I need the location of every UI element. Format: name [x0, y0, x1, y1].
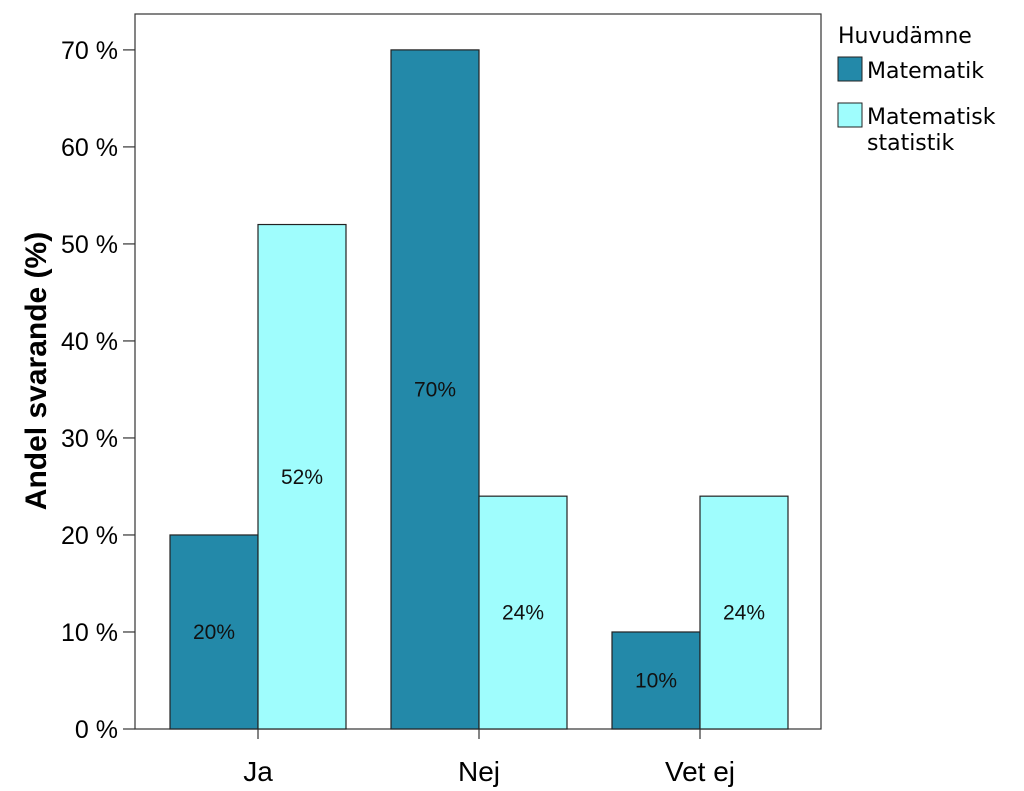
legend-label: Matematik: [867, 59, 984, 84]
bar-ja-matematik: [169, 534, 259, 730]
bars-group: [169, 49, 789, 730]
y-tick-label: 50 %: [61, 231, 118, 259]
bar-nej-matematik: [390, 49, 480, 730]
y-tick-label: 40 %: [61, 328, 118, 356]
y-tick-label: 60 %: [61, 134, 118, 162]
bar-data-label: 70%: [414, 378, 456, 401]
x-tick-label: Nej: [458, 756, 500, 787]
x-tick-label: Ja: [243, 756, 273, 787]
y-axis-title: Andel svarande (%): [20, 232, 53, 510]
x-tick-label: Vet ej: [665, 756, 735, 787]
bar-vet-ej-matematik: [611, 631, 701, 730]
bar-nej-matematisk-statistik: [478, 495, 568, 730]
bar-ja-matematisk-statistik: [257, 223, 347, 730]
bar-data-label: 20%: [193, 621, 235, 644]
bar-data-label: 10%: [635, 669, 677, 692]
bar-data-label: 24%: [723, 602, 765, 625]
y-tick-label: 70 %: [61, 37, 118, 65]
y-tick-label: 10 %: [61, 619, 118, 647]
legend-swatch: [837, 102, 863, 128]
bar-data-label: 52%: [281, 466, 323, 489]
y-tick-label: 30 %: [61, 425, 118, 453]
bar-data-label: 24%: [502, 602, 544, 625]
y-axis: 0 % 10 % 20 % 30 % 40 % 50 % 60 % 70 %: [61, 37, 135, 744]
y-tick-label: 20 %: [61, 522, 118, 550]
bar-vet-ej-matematisk-statistik: [699, 495, 789, 730]
x-axis: Ja Nej Vet ej: [243, 729, 735, 787]
legend-title: Huvudämne: [838, 24, 972, 49]
legend-label: Matematisk statistik: [867, 105, 996, 156]
legend-swatch: [837, 56, 863, 82]
y-tick-label: 0 %: [75, 716, 118, 744]
data-labels-group: 20% 52% 70% 24% 10% 24%: [193, 378, 765, 692]
legend: Huvudämne Matematik Matematisk statistik: [837, 24, 996, 156]
